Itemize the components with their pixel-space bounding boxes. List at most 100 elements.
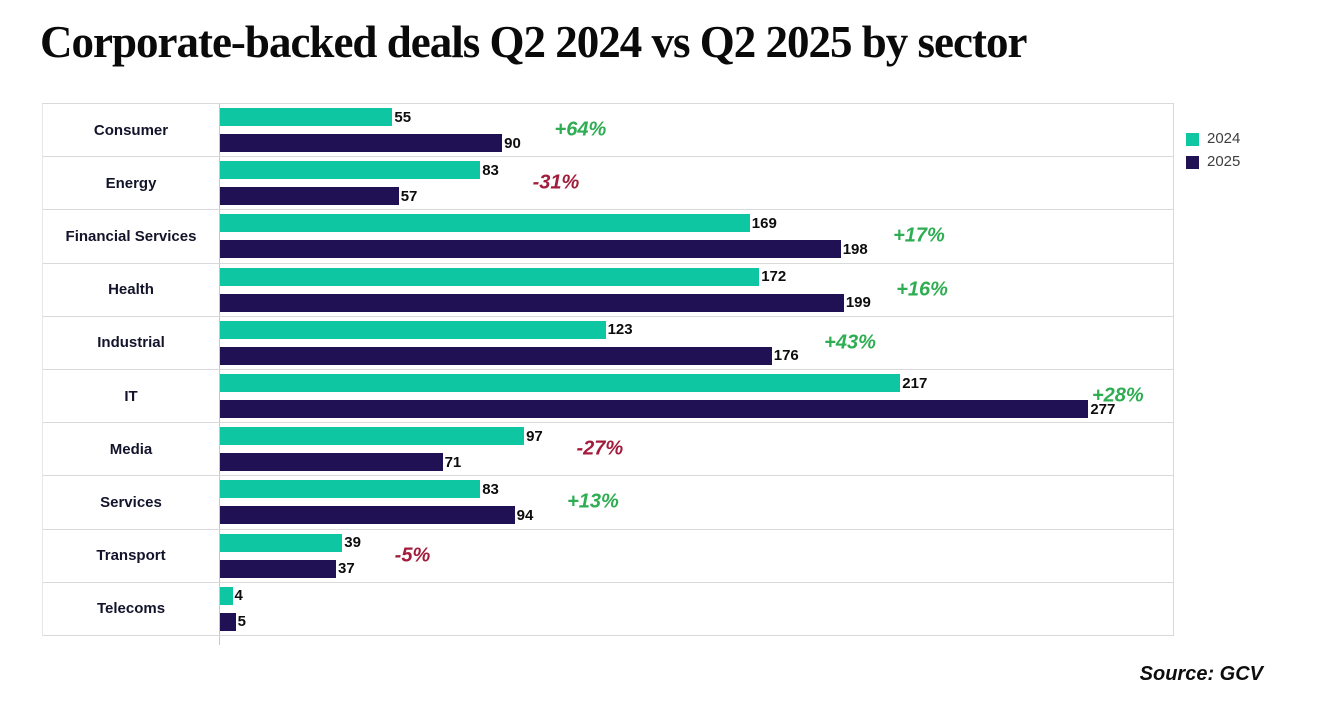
chart-row: Telecoms 4 5 — [43, 582, 1173, 636]
bar-2025 — [220, 187, 399, 206]
change-percent-label: +64% — [554, 118, 607, 141]
category-label: Health — [108, 281, 154, 299]
chart-row: Transport 39 37 -5% — [43, 529, 1173, 583]
bar-value-2024: 97 — [526, 427, 543, 445]
bar-2025 — [220, 506, 515, 525]
category-label: Telecoms — [96, 600, 166, 618]
bar-value-2024: 123 — [607, 321, 633, 339]
bar-value-2025: 57 — [400, 187, 418, 205]
barline-2025: 198 — [220, 240, 1173, 259]
chart-row: Energy 83 57 -31% — [43, 157, 1173, 211]
bar-2025 — [220, 240, 841, 259]
row-plot-area: 169 198 +17% — [219, 210, 1173, 263]
bar-value-2024: 83 — [482, 161, 499, 179]
bar-2024 — [220, 320, 606, 339]
change-percent-label: +17% — [893, 224, 945, 247]
bar-2025 — [220, 612, 236, 631]
barline-2024: 4 — [220, 586, 1173, 605]
row-plot-area: 55 90 +64% — [219, 104, 1173, 157]
change-percent-label: -5% — [394, 544, 431, 567]
row-plot-area: 172 199 +16% — [219, 263, 1173, 316]
bar-value-2025: 5 — [237, 613, 247, 631]
category-label: Financial Services — [65, 227, 197, 245]
barline-2024: 123 — [220, 320, 1173, 339]
legend-item: 2024 — [1186, 130, 1240, 148]
category-label: Transport — [96, 547, 166, 565]
bar-2025 — [220, 346, 772, 365]
bar-2025 — [220, 453, 443, 472]
bar-chart: Consumer 55 90 +64% Energy 83 — [42, 103, 1240, 645]
barline-2025: 199 — [220, 293, 1173, 312]
row-plot-area: 217 277 +28% — [219, 369, 1173, 423]
bar-2024 — [220, 161, 481, 180]
value-axis-tick — [219, 636, 220, 645]
barline-2025: 71 — [220, 453, 1173, 472]
barline-2025: 94 — [220, 506, 1173, 525]
legend-label: 2024 — [1207, 130, 1241, 147]
change-percent-label: -27% — [576, 437, 624, 460]
bar-value-2025: 176 — [773, 347, 799, 365]
legend-swatch-icon — [1186, 132, 1199, 146]
category-label: Media — [109, 440, 153, 458]
legend-item: 2025 — [1186, 153, 1240, 171]
change-percent-label: +28% — [1091, 384, 1144, 407]
bar-value-2024: 217 — [902, 374, 928, 392]
legend: 2024 2025 — [1186, 130, 1240, 171]
bar-2024 — [220, 214, 750, 233]
bar-value-2025: 199 — [845, 294, 871, 312]
barline-2024: 83 — [220, 480, 1173, 499]
bar-2025 — [220, 293, 844, 312]
barline-2024: 39 — [220, 533, 1173, 552]
bar-2024 — [220, 533, 343, 552]
barline-2025: 90 — [220, 134, 1173, 153]
barline-2024: 217 — [220, 374, 1173, 393]
bar-2025 — [220, 400, 1089, 419]
change-percent-label: -31% — [532, 171, 580, 194]
change-percent-label: +43% — [824, 331, 876, 354]
bar-2024 — [220, 267, 760, 286]
change-percent-label: +16% — [896, 278, 948, 301]
bar-value-2025: 94 — [516, 506, 534, 524]
barline-2025: 57 — [220, 187, 1173, 206]
row-plot-area: 83 57 -31% — [219, 157, 1173, 210]
chart-rows: Consumer 55 90 +64% Energy 83 — [43, 104, 1173, 636]
bar-value-2024: 169 — [751, 214, 777, 232]
bar-2024 — [220, 108, 393, 127]
bar-value-2024: 172 — [761, 268, 787, 286]
legend-swatch-icon — [1186, 155, 1199, 169]
barline-2025: 37 — [220, 559, 1173, 578]
category-label: Services — [100, 493, 162, 511]
bar-2025 — [220, 559, 336, 578]
chart-row: Industrial 123 176 +43% — [43, 316, 1173, 370]
chart-row: Media 97 71 -27% — [43, 423, 1173, 477]
barline-2024: 83 — [220, 161, 1173, 180]
row-plot-area: 39 37 -5% — [219, 529, 1173, 582]
bar-2024 — [220, 427, 525, 446]
barline-2024: 55 — [220, 108, 1173, 127]
bar-value-2024: 4 — [234, 587, 243, 605]
row-plot-area: 97 71 -27% — [219, 423, 1173, 476]
barline-2025: 277 — [220, 400, 1173, 419]
bar-2024 — [220, 374, 901, 393]
bar-2024 — [220, 480, 481, 499]
category-label: Consumer — [93, 121, 169, 139]
barline-2025: 5 — [220, 612, 1173, 631]
barline-2024: 97 — [220, 427, 1173, 446]
category-label: IT — [124, 387, 138, 405]
bar-value-2024: 55 — [394, 108, 412, 126]
bar-value-2025: 198 — [842, 240, 868, 258]
bar-value-2025: 90 — [504, 134, 521, 152]
bar-2025 — [220, 134, 503, 153]
bar-value-2025: 277 — [1090, 400, 1116, 418]
bar-value-2025: 37 — [337, 560, 355, 578]
chart-row: IT 217 277 +28% — [43, 369, 1173, 424]
chart-row: Health 172 199 +16% — [43, 263, 1173, 317]
chart-row: Services 83 94 +13% — [43, 476, 1173, 530]
change-percent-label: +13% — [567, 490, 619, 513]
row-plot-area: 123 176 +43% — [219, 316, 1173, 369]
barline-2024: 172 — [220, 267, 1173, 286]
bar-2024 — [220, 586, 233, 605]
barline-2025: 176 — [220, 346, 1173, 365]
row-plot-area: 83 94 +13% — [219, 476, 1173, 529]
